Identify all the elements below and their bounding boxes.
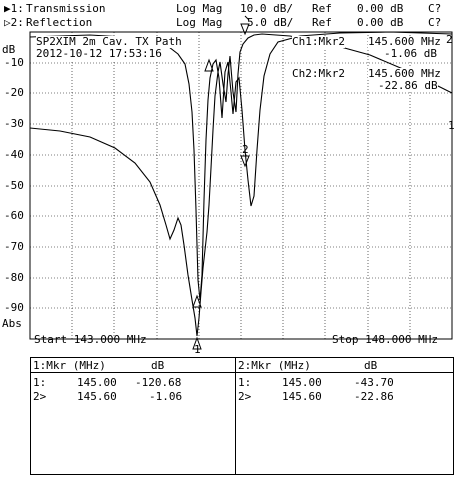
y-tick: -30 bbox=[4, 117, 24, 130]
row-value: -1.06 bbox=[149, 390, 183, 403]
marker-2[interactable] bbox=[240, 23, 250, 168]
ch1-col-db-header: dB bbox=[151, 359, 165, 372]
row-freq: 145.60 bbox=[77, 390, 117, 403]
trace-2-cal: C? bbox=[428, 16, 442, 29]
plot-graph[interactable] bbox=[0, 0, 466, 356]
row-id: 2> bbox=[238, 390, 252, 403]
y-tick: -80 bbox=[4, 271, 24, 284]
trace-1-scale: 10.0 dB/ bbox=[240, 2, 293, 15]
row-value: -120.68 bbox=[135, 376, 182, 389]
ch1-col-freq-header: 1:Mkr (MHz) bbox=[33, 359, 106, 372]
ch1-marker-value: -1.06 dB bbox=[384, 47, 437, 60]
trace-2-scale: 5.0 dB/ bbox=[247, 16, 294, 29]
trace-1-format: Log Mag bbox=[176, 2, 223, 15]
plot-title-line2: 2012-10-12 17:53:16 bbox=[36, 47, 162, 60]
trace-2-marker: ▷2: bbox=[4, 16, 24, 29]
table-row[interactable]: 1: 145.00 -120.68 bbox=[31, 376, 236, 390]
ch2-marker-freq: 145.600 MHz bbox=[368, 67, 441, 80]
row-freq: 145.00 bbox=[77, 376, 117, 389]
y-tick: -20 bbox=[4, 86, 24, 99]
ch1-marker-freq: 145.600 MHz bbox=[368, 35, 441, 48]
start-frequency: Start 143.000 MHz bbox=[34, 333, 147, 346]
ch2-table-header: 2:Mkr (MHz) dB bbox=[236, 358, 453, 373]
trace-1-name: Transmission bbox=[26, 2, 106, 15]
y-tick: -60 bbox=[4, 209, 24, 222]
ch2-col-db-header: dB bbox=[364, 359, 378, 372]
ch1-table-header: 1:Mkr (MHz) dB bbox=[31, 358, 235, 373]
trace-1-marker: ▶1: bbox=[4, 2, 24, 15]
plot-frame bbox=[29, 31, 453, 340]
trace-1-line bbox=[29, 33, 453, 337]
y-tick: -50 bbox=[4, 179, 24, 192]
plot-grid bbox=[30, 32, 452, 339]
ch1-marker-label: Ch1:Mkr2 bbox=[292, 35, 345, 48]
y-tick: -10 bbox=[4, 56, 24, 69]
trace-2-format: Log Mag bbox=[176, 16, 223, 29]
trace-2-end-label: 2 bbox=[446, 33, 453, 46]
marker-table: 1:Mkr (MHz) dB 1: 145.00 -120.68 2> 145.… bbox=[30, 357, 454, 475]
row-freq: 145.00 bbox=[282, 376, 322, 389]
stop-frequency: Stop 148.000 MHz bbox=[332, 333, 438, 346]
row-id: 2> bbox=[33, 390, 47, 403]
ch1-marker-table: 1:Mkr (MHz) dB 1: 145.00 -120.68 2> 145.… bbox=[31, 358, 236, 474]
y-tick: -90 bbox=[4, 301, 24, 314]
row-id: 1: bbox=[238, 376, 252, 389]
plot-title-line1: SP2XIM 2m Cav. TX Path bbox=[36, 35, 182, 48]
marker-2-label: 2 bbox=[242, 143, 249, 156]
trace-1-ref-value: 0.00 dB bbox=[357, 2, 404, 15]
ch2-marker-label: Ch2:Mkr2 bbox=[292, 67, 345, 80]
row-value: -22.86 bbox=[354, 390, 394, 403]
trace-2-header[interactable]: ▷2: Reflection Log Mag 5.0 dB/ Ref 0.00 … bbox=[0, 16, 466, 30]
ch2-marker-table: 2:Mkr (MHz) dB 1: 145.00 -43.70 2> 145.6… bbox=[236, 358, 453, 474]
y-tick: -70 bbox=[4, 240, 24, 253]
y-tick: -40 bbox=[4, 148, 24, 161]
row-freq: 145.60 bbox=[282, 390, 322, 403]
trace-1-ref-label: Ref bbox=[312, 2, 332, 15]
bottom-unit-label: Abs bbox=[2, 317, 22, 330]
table-row[interactable]: 2> 145.60 -1.06 bbox=[31, 390, 236, 404]
trace-2-line bbox=[29, 31, 453, 301]
ch2-col-freq-header: 2:Mkr (MHz) bbox=[238, 359, 311, 372]
y-unit-label: dB bbox=[2, 43, 16, 56]
ch2-marker-value: -22.86 dB bbox=[378, 79, 438, 92]
marker-1[interactable] bbox=[192, 58, 214, 350]
marker-1-label: 1 bbox=[194, 343, 201, 356]
trace-header: ▶1: Transmission Log Mag 10.0 dB/ Ref 0.… bbox=[0, 0, 466, 32]
table-row[interactable]: 1: 145.00 -43.70 bbox=[236, 376, 453, 390]
table-row[interactable]: 2> 145.60 -22.86 bbox=[236, 390, 453, 404]
row-value: -43.70 bbox=[354, 376, 394, 389]
trace-1-end-label: 1 bbox=[448, 119, 455, 132]
row-id: 1: bbox=[33, 376, 47, 389]
trace-1-cal: C? bbox=[428, 2, 442, 15]
trace-2-ref-label: Ref bbox=[312, 16, 332, 29]
trace-2-name: Reflection bbox=[26, 16, 93, 29]
trace-1-header[interactable]: ▶1: Transmission Log Mag 10.0 dB/ Ref 0.… bbox=[0, 2, 466, 16]
trace-2-ref-value: 0.00 dB bbox=[357, 16, 404, 29]
